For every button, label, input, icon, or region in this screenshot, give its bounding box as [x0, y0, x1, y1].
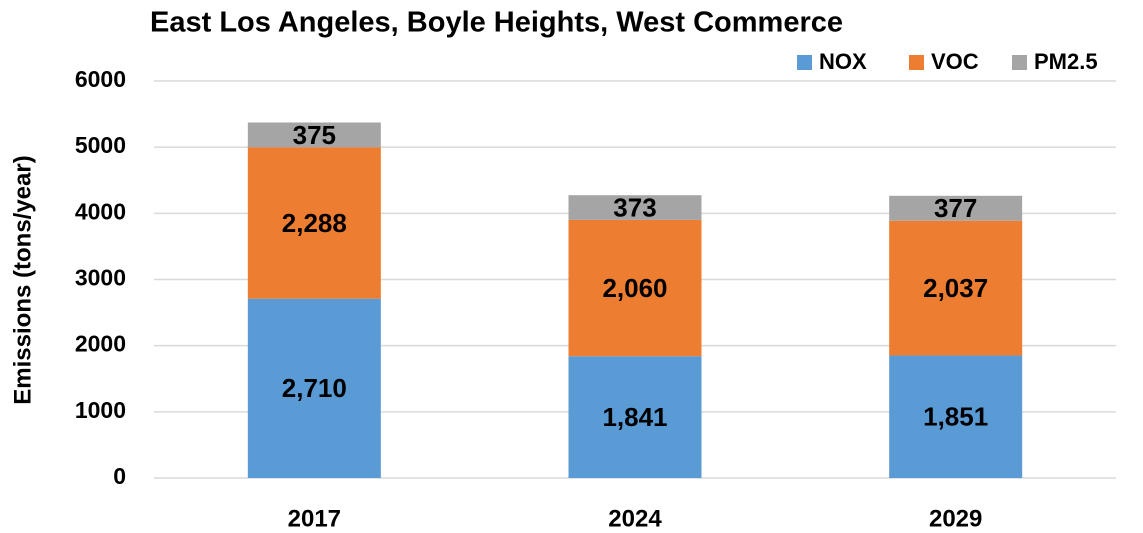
x-tick-label: 2024 [608, 505, 662, 532]
y-tick-label: 4000 [75, 198, 126, 224]
legend-label: PM2.5 [1034, 49, 1098, 74]
y-tick-label: 5000 [75, 132, 126, 158]
y-tick-label: 6000 [75, 66, 126, 92]
data-label: 2,288 [282, 208, 347, 238]
legend-swatch [909, 55, 924, 70]
bar-segment [247, 122, 381, 148]
bar-segment [568, 219, 702, 357]
bar-segment [889, 220, 1023, 356]
data-label: 2,710 [282, 373, 347, 403]
x-tick-label: 2029 [929, 505, 982, 532]
bar-segment [568, 356, 702, 478]
legend-swatch [1012, 55, 1027, 70]
chart-title: East Los Angeles, Boyle Heights, West Co… [150, 7, 843, 39]
y-tick-label: 1000 [75, 397, 126, 423]
data-label: 1,851 [923, 402, 988, 432]
data-label: 2,060 [602, 273, 667, 303]
bar-segment [889, 355, 1023, 478]
legend-label: NOX [819, 49, 867, 74]
y-tick-label: 3000 [75, 265, 126, 291]
bar-segment [247, 147, 381, 299]
data-label: 377 [934, 193, 977, 223]
data-label: 373 [613, 192, 656, 222]
bar-segment [247, 298, 381, 478]
data-label: 375 [293, 120, 336, 150]
legend-swatch [797, 55, 812, 70]
legend-label: VOC [931, 49, 979, 74]
y-tick-label: 0 [113, 463, 126, 489]
y-axis-label: Emissions (tons/year) [9, 155, 36, 404]
data-label: 2,037 [923, 273, 988, 303]
bar-segment [889, 195, 1023, 221]
bar-segment [568, 195, 702, 220]
data-label: 1,841 [602, 402, 667, 432]
y-tick-label: 2000 [75, 331, 126, 357]
x-tick-label: 2017 [288, 505, 341, 532]
